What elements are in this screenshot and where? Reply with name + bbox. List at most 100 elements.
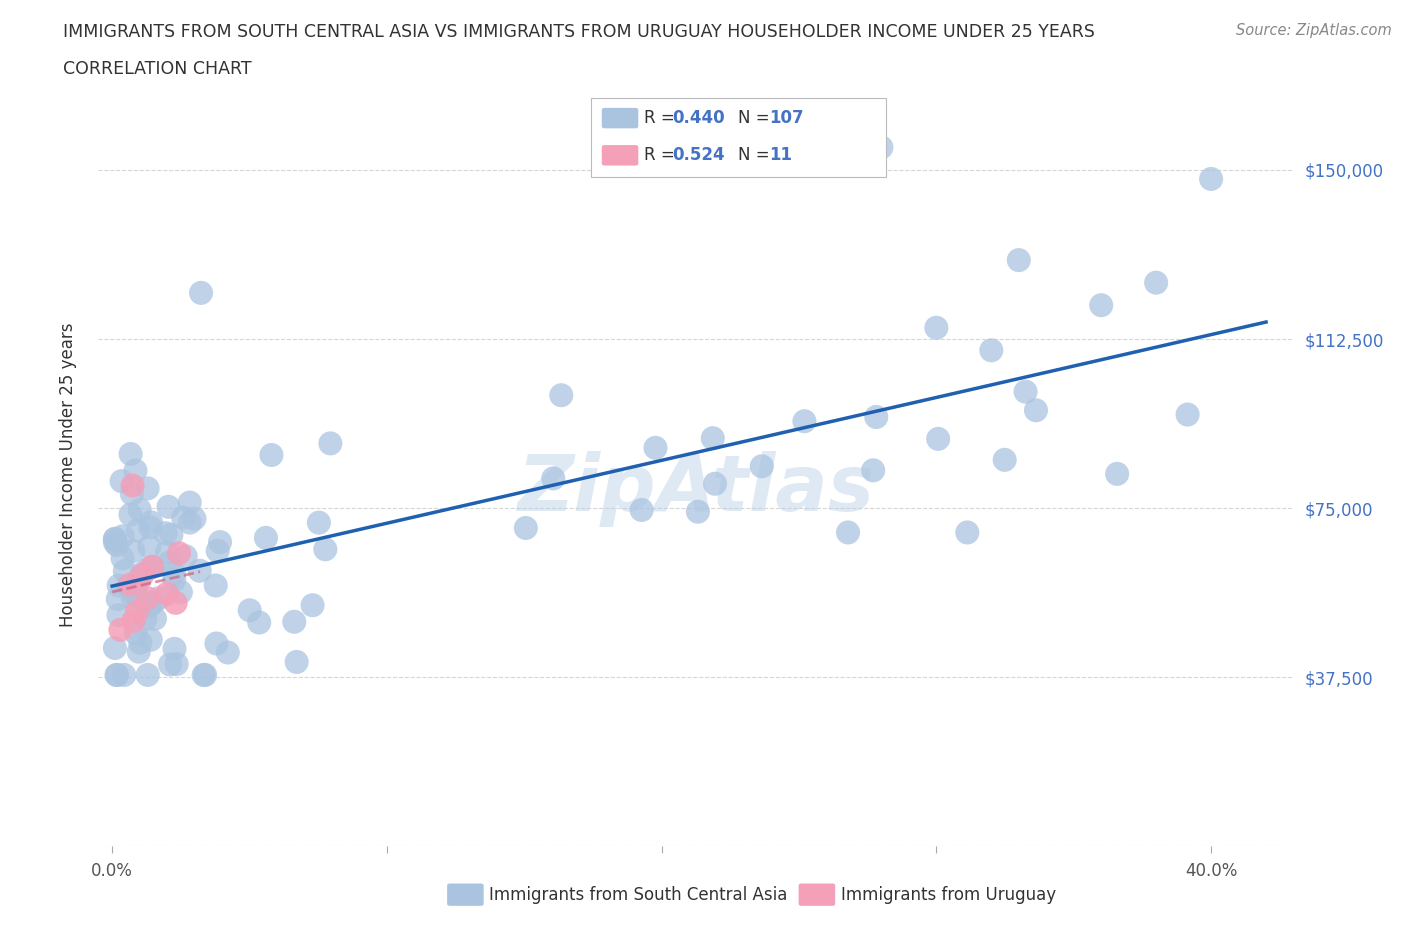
Point	[122, 543, 145, 558]
Point	[1008, 253, 1031, 268]
Point	[1090, 298, 1112, 312]
Text: R =: R =	[644, 109, 681, 127]
Point	[1025, 403, 1047, 418]
Point	[105, 538, 128, 552]
Point	[104, 531, 127, 546]
Point	[142, 595, 165, 610]
Point	[179, 495, 201, 510]
Point	[157, 499, 180, 514]
Point	[156, 545, 179, 560]
Point	[204, 578, 226, 593]
Point	[125, 626, 148, 641]
Point	[138, 539, 160, 554]
Point	[207, 543, 229, 558]
Point	[179, 515, 201, 530]
Point	[163, 573, 186, 588]
Point	[114, 564, 136, 578]
Point	[183, 512, 205, 526]
Text: IMMIGRANTS FROM SOUTH CENTRAL ASIA VS IMMIGRANTS FROM URUGUAY HOUSEHOLDER INCOME: IMMIGRANTS FROM SOUTH CENTRAL ASIA VS IM…	[63, 23, 1095, 41]
Point	[107, 578, 129, 593]
Point	[139, 515, 162, 530]
Point	[163, 565, 186, 580]
Point	[1199, 171, 1222, 186]
Point	[205, 636, 228, 651]
Point	[543, 471, 565, 485]
Text: 0.524: 0.524	[672, 146, 724, 165]
Point	[131, 566, 153, 581]
Point	[121, 590, 143, 604]
Text: ZipAtlas: ZipAtlas	[517, 451, 875, 527]
Point	[217, 645, 239, 660]
Point	[107, 591, 129, 606]
Point	[837, 525, 859, 540]
Point	[122, 586, 145, 601]
Point	[157, 555, 180, 570]
Point	[247, 615, 270, 630]
Point	[136, 481, 159, 496]
Point	[870, 140, 893, 154]
Point	[209, 535, 232, 550]
Point	[156, 586, 179, 601]
Point	[105, 668, 128, 683]
Point	[174, 549, 197, 564]
Point	[128, 574, 150, 589]
Point	[122, 614, 145, 629]
Point	[283, 615, 305, 630]
Point	[117, 578, 139, 593]
Point	[143, 611, 166, 626]
Point	[105, 668, 128, 683]
Point	[167, 546, 190, 561]
Point	[254, 530, 277, 545]
Text: Immigrants from South Central Asia: Immigrants from South Central Asia	[489, 885, 787, 904]
Point	[160, 527, 183, 542]
Point	[308, 515, 330, 530]
Point	[1144, 275, 1167, 290]
Point	[194, 668, 217, 683]
Point	[285, 655, 308, 670]
Text: Immigrants from Uruguay: Immigrants from Uruguay	[841, 885, 1056, 904]
Point	[139, 520, 162, 535]
Point	[925, 320, 948, 335]
Point	[134, 611, 156, 626]
Point	[301, 598, 323, 613]
Point	[927, 432, 949, 446]
Point	[865, 409, 887, 424]
Point	[630, 502, 652, 517]
Point	[111, 529, 134, 544]
Point	[148, 591, 170, 605]
Point	[751, 458, 773, 473]
Point	[128, 644, 150, 659]
Point	[111, 551, 134, 565]
Point	[136, 668, 159, 683]
Point	[188, 564, 211, 578]
Text: CORRELATION CHART: CORRELATION CHART	[63, 60, 252, 78]
Point	[193, 668, 215, 683]
Point	[550, 388, 572, 403]
Point	[104, 641, 127, 656]
Point	[121, 478, 143, 493]
Text: 0.440: 0.440	[672, 109, 724, 127]
Point	[138, 599, 160, 614]
Point	[125, 604, 148, 619]
Point	[702, 431, 724, 445]
Point	[165, 595, 187, 610]
Point	[131, 568, 153, 583]
Point	[120, 507, 142, 522]
Point	[956, 525, 979, 540]
Text: N =: N =	[738, 146, 775, 165]
Point	[862, 463, 884, 478]
Point	[515, 521, 537, 536]
Point	[686, 504, 709, 519]
Point	[141, 559, 163, 574]
Point	[172, 511, 194, 525]
Point	[980, 343, 1002, 358]
Text: 107: 107	[769, 109, 804, 127]
Point	[120, 446, 142, 461]
Point	[319, 436, 342, 451]
Point	[138, 562, 160, 577]
Text: R =: R =	[644, 146, 681, 165]
Point	[170, 585, 193, 600]
Point	[136, 591, 159, 605]
Point	[139, 632, 162, 647]
Text: Source: ZipAtlas.com: Source: ZipAtlas.com	[1236, 23, 1392, 38]
